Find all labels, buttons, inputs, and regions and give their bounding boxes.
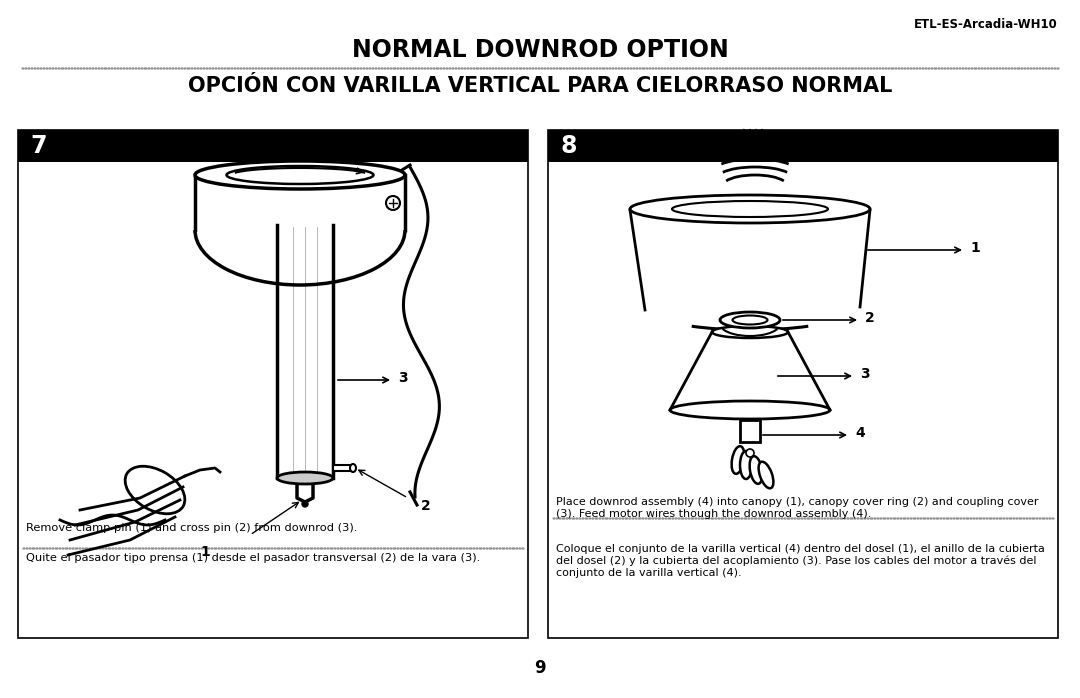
Text: OPCIÓN CON VARILLA VERTICAL PARA CIELORRASO NORMAL: OPCIÓN CON VARILLA VERTICAL PARA CIELORR… [188, 76, 892, 96]
Bar [18, 130, 528, 638]
Bar [18, 130, 528, 162]
Ellipse shape [670, 401, 831, 419]
Polygon shape [670, 332, 831, 410]
Text: 4: 4 [855, 426, 865, 440]
Ellipse shape [276, 472, 333, 484]
Ellipse shape [195, 161, 405, 189]
Text: NORMAL DOWNROD OPTION: NORMAL DOWNROD OPTION [352, 38, 728, 62]
Circle shape [386, 196, 400, 210]
Text: Place downrod assembly (4) into canopy (1), canopy cover ring (2) and coupling c: Place downrod assembly (4) into canopy (… [556, 497, 1039, 519]
Text: 9: 9 [535, 659, 545, 677]
Bar [548, 130, 1058, 162]
Text: 2: 2 [865, 311, 875, 325]
Ellipse shape [750, 456, 762, 484]
Ellipse shape [732, 315, 768, 325]
Ellipse shape [720, 312, 780, 328]
Ellipse shape [227, 166, 374, 184]
Text: ETL-ES-Arcadia-WH10: ETL-ES-Arcadia-WH10 [915, 18, 1058, 31]
Text: Quite el pasador tipo prensa (1) desde el pasador transversal (2) de la vara (3): Quite el pasador tipo prensa (1) desde e… [26, 553, 481, 563]
Bar [333, 465, 353, 471]
Ellipse shape [712, 326, 788, 338]
Ellipse shape [672, 201, 828, 217]
Circle shape [746, 449, 754, 457]
Text: Coloque el conjunto de la varilla vertical (4) dentro del dosel (1), el anillo d: Coloque el conjunto de la varilla vertic… [556, 544, 1044, 578]
Ellipse shape [731, 446, 744, 474]
Ellipse shape [758, 461, 773, 489]
FancyBboxPatch shape [632, 205, 864, 305]
Text: 3: 3 [860, 367, 869, 381]
Bar [740, 420, 760, 442]
Text: Remove clamp pin (1) and cross pin (2) from downrod (3).: Remove clamp pin (1) and cross pin (2) f… [26, 523, 357, 533]
Ellipse shape [350, 464, 356, 472]
Ellipse shape [125, 466, 185, 514]
Text: 1: 1 [970, 241, 980, 255]
Text: 8: 8 [561, 134, 577, 158]
Circle shape [302, 501, 308, 507]
Text: 3: 3 [399, 371, 407, 385]
Text: 2: 2 [421, 499, 431, 513]
Bar [548, 130, 1058, 638]
Ellipse shape [630, 195, 870, 223]
Text: 7: 7 [30, 134, 46, 158]
Text: 1: 1 [200, 545, 210, 559]
Ellipse shape [740, 451, 752, 479]
